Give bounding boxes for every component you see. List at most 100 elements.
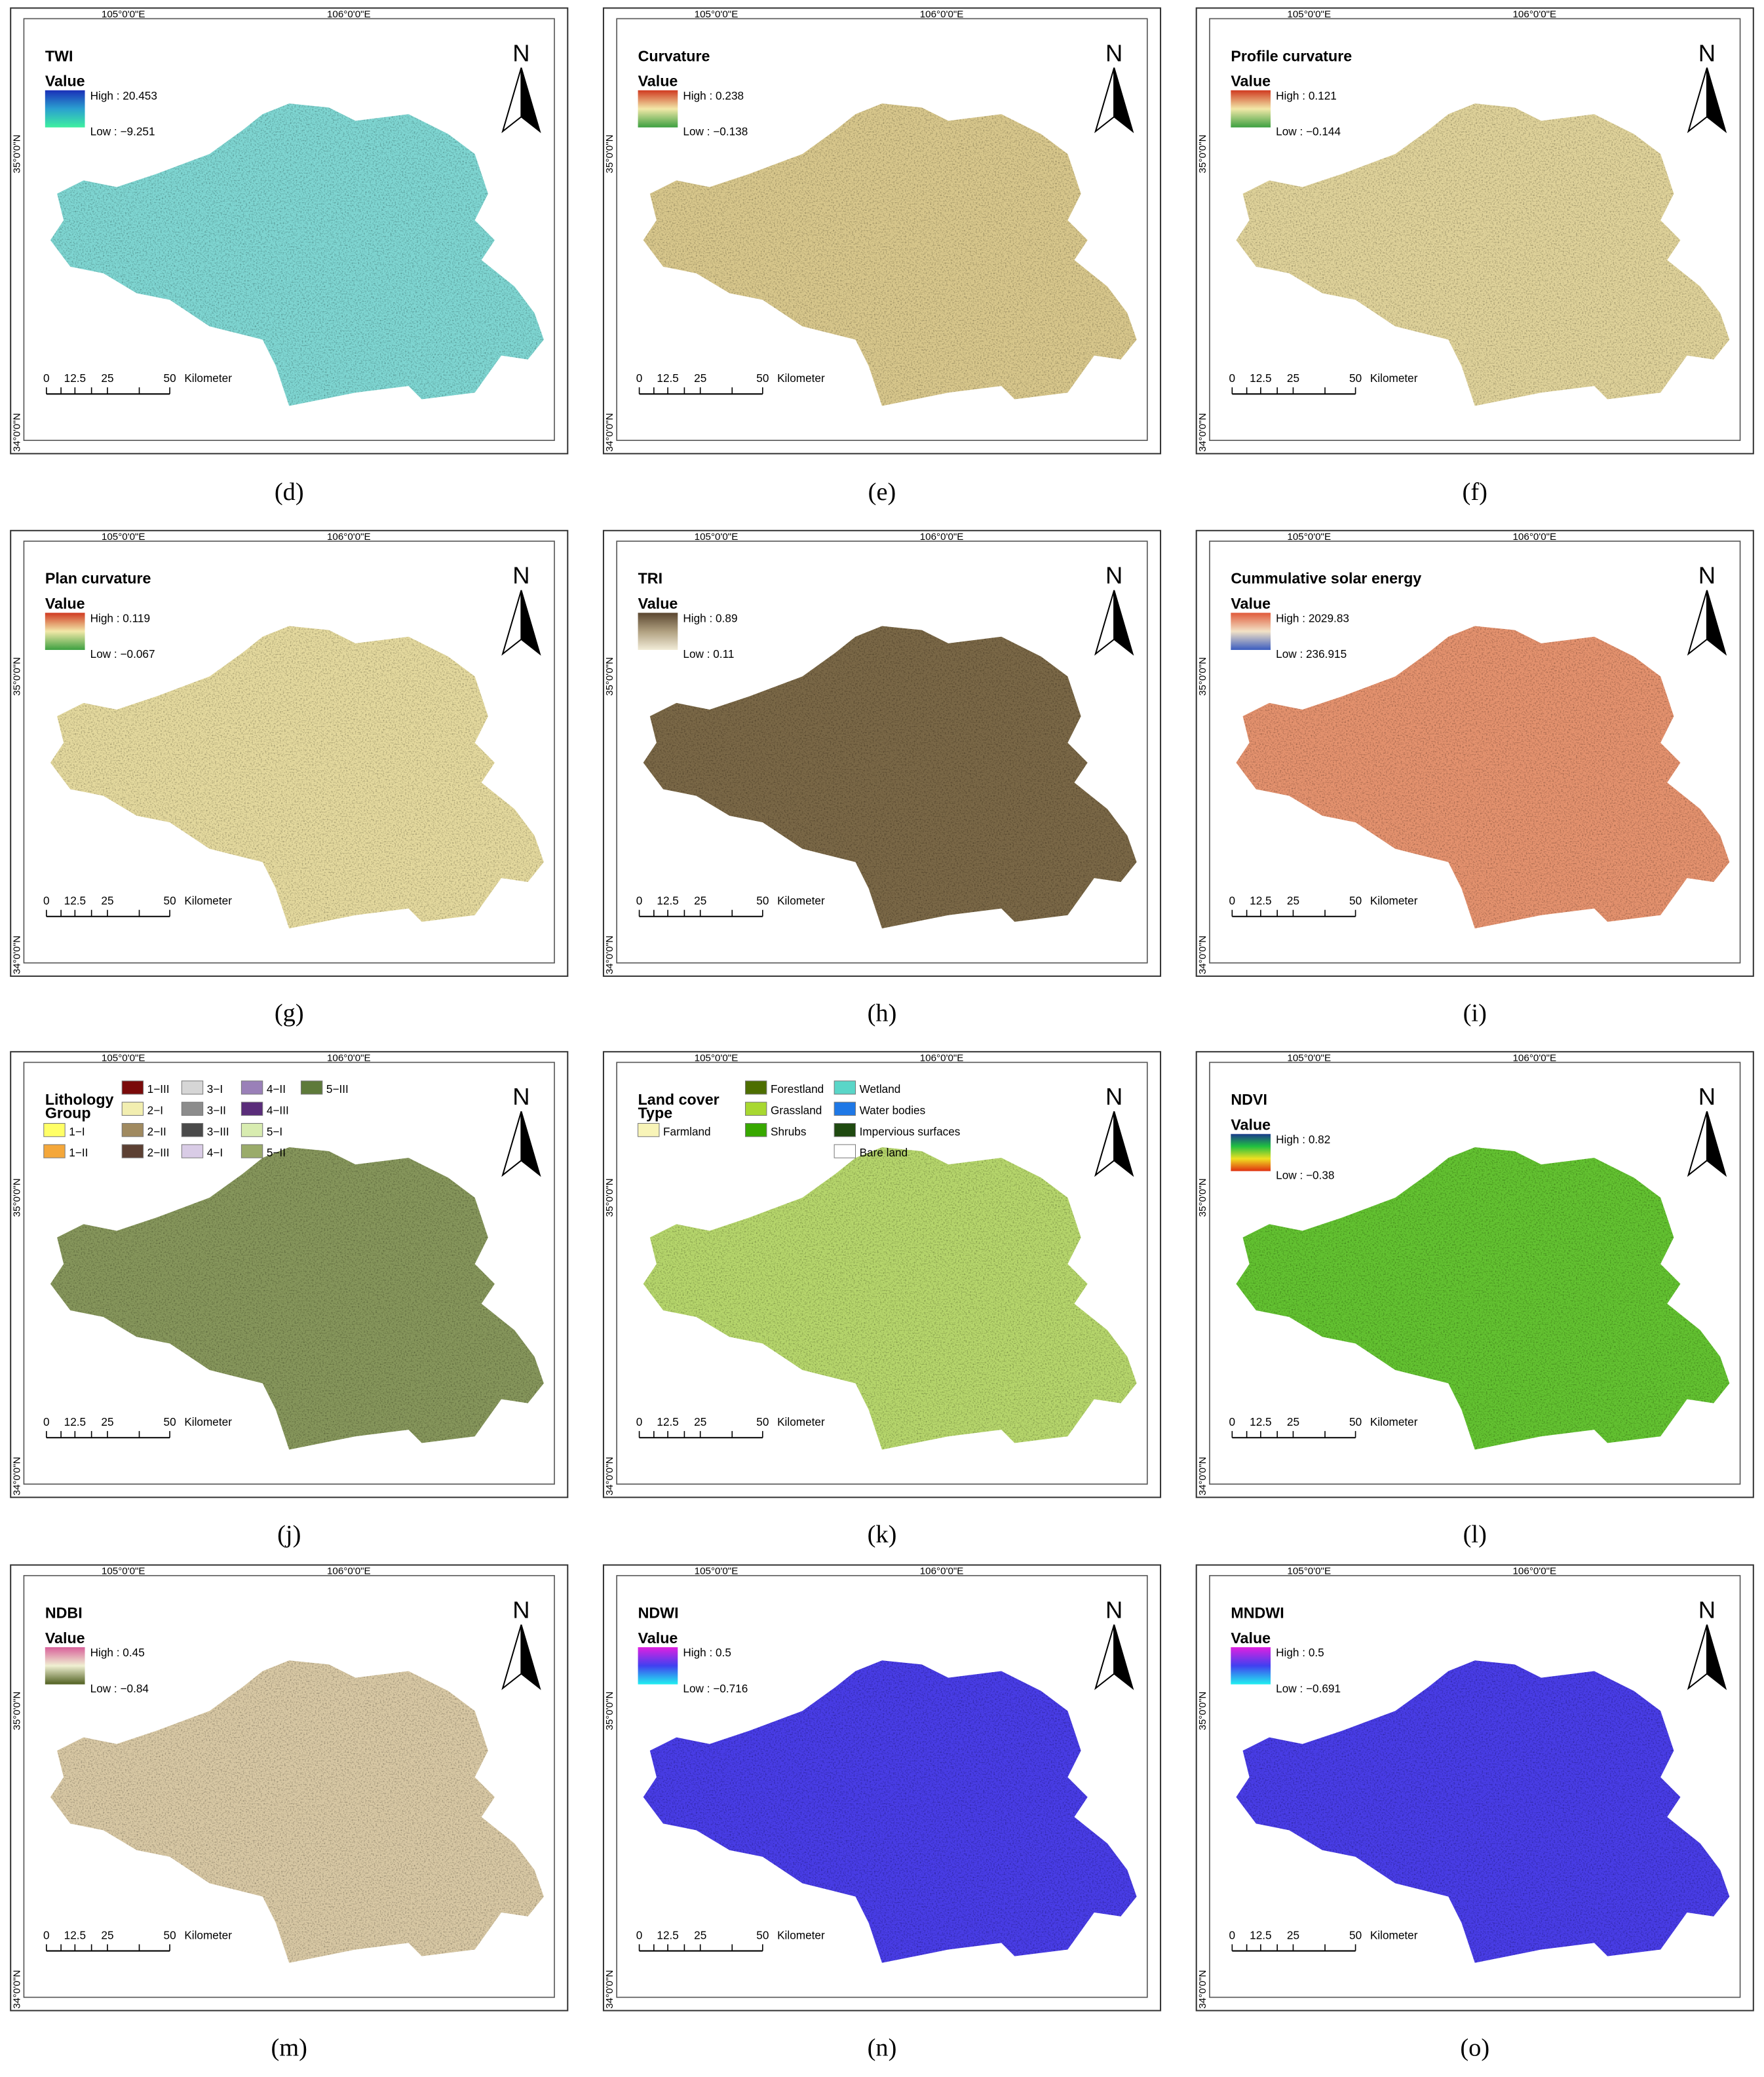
legend-swatch [43, 1144, 66, 1158]
scale-label: 0 [1229, 1928, 1236, 1941]
latitude-label: 34°0'0"N [11, 1970, 22, 2009]
map-panel: 105°0'0"E 106°0'0"E 35°0'0"N 34°0'0"N Land c… [602, 1051, 1162, 1498]
latitude-label: 34°0'0"N [11, 413, 22, 451]
legend-low: Low : −0.38 [1276, 1169, 1334, 1182]
scale-label: 25 [101, 1928, 113, 1941]
scale-label: 50 [756, 1928, 769, 1941]
legend-label: 2−III [147, 1146, 170, 1159]
scale-label: 25 [101, 372, 113, 385]
scale-label: Kilometer [777, 372, 825, 385]
scale-label: 12.5 [657, 1928, 678, 1941]
latitude-label: 34°0'0"N [604, 413, 615, 451]
study-area [1236, 1660, 1730, 1963]
scale-label: 12.5 [1250, 894, 1271, 907]
latitude-label: 35°0'0"N [11, 1692, 22, 1730]
map-frame [616, 1574, 1148, 1998]
legend-label: 5−III [326, 1082, 349, 1096]
latitude-label: 35°0'0"N [1197, 1692, 1208, 1730]
scale-label: 25 [1287, 1415, 1299, 1428]
legend-title: Land cover [638, 1091, 719, 1108]
legend-label: Forestland [771, 1082, 824, 1096]
longitude-label: 105°0'0"E [695, 1566, 738, 1577]
legend-low: Low : −0.691 [1276, 1682, 1341, 1695]
color-ramp [638, 613, 678, 650]
longitude-label: 106°0'0"E [920, 1566, 964, 1577]
scale-label: 0 [636, 1928, 643, 1941]
map-panel: 105°0'0"E 106°0'0"E 35°0'0"N 34°0'0"N TWI Val… [10, 7, 569, 455]
legend-title: NDBI [45, 1605, 83, 1622]
map-frame [1209, 1574, 1741, 1998]
legend-high: High : 0.119 [90, 611, 150, 624]
map-frame [1209, 1061, 1741, 1485]
legend-swatch [181, 1101, 204, 1116]
map-panel: 105°0'0"E 106°0'0"E 35°0'0"N 34°0'0"N Curvat… [602, 7, 1162, 455]
legend-swatch [834, 1080, 856, 1095]
longitude-label: 105°0'0"E [695, 1052, 738, 1063]
scale-label: 25 [1287, 1928, 1299, 1941]
map-panel: 105°0'0"E 106°0'0"E 35°0'0"N 34°0'0"N Lithol… [10, 1051, 569, 1498]
map-frame [616, 541, 1148, 964]
north-arrow-right [1706, 590, 1727, 656]
latitude-label: 34°0'0"N [11, 1457, 22, 1495]
scale-label: Kilometer [1370, 894, 1418, 907]
latitude-label: 35°0'0"N [1197, 134, 1208, 173]
scale-label: 25 [694, 372, 706, 385]
legend-swatch [181, 1080, 204, 1095]
longitude-label: 106°0'0"E [920, 1052, 964, 1063]
color-ramp [45, 613, 85, 650]
latitude-label: 35°0'0"N [1197, 657, 1208, 696]
scale-label: 12.5 [64, 1415, 86, 1428]
legend-swatch [240, 1080, 263, 1095]
longitude-label: 106°0'0"E [1513, 1052, 1557, 1063]
legend-low: Low : −9.251 [90, 125, 155, 138]
map-frame [23, 1574, 555, 1998]
scale-label: 25 [101, 894, 113, 907]
north-label: N [1698, 1597, 1716, 1624]
legend-label: Water bodies [860, 1103, 926, 1116]
scale-label: 50 [164, 372, 176, 385]
longitude-label: 105°0'0"E [695, 531, 738, 543]
legend-subtitle: Value [1231, 1629, 1271, 1647]
legend-subtitle: Type [638, 1104, 673, 1121]
map-panel: 105°0'0"E 106°0'0"E 35°0'0"N 34°0'0"N NDBI Va… [10, 1564, 569, 2011]
north-arrow-right [1113, 590, 1134, 656]
legend-subtitle: Value [45, 595, 85, 612]
legend-high: High : 0.5 [1276, 1646, 1324, 1659]
latitude-label: 35°0'0"N [11, 1178, 22, 1217]
legend-low: Low : −0.84 [90, 1682, 149, 1695]
legend-label: 4−III [267, 1103, 289, 1116]
scale-label: 50 [756, 894, 769, 907]
panel-caption: (l) [1463, 1521, 1487, 1548]
north-arrow-right [1706, 67, 1727, 134]
color-ramp [1231, 90, 1271, 128]
panel-caption: (j) [277, 1521, 301, 1548]
study-area [50, 1660, 544, 1963]
map-panel: 105°0'0"E 106°0'0"E 35°0'0"N 34°0'0"N Profil… [1195, 7, 1754, 455]
scale-label: 0 [43, 894, 50, 907]
latitude-label: 34°0'0"N [604, 1457, 615, 1495]
study-area [50, 626, 544, 929]
legend-swatch [181, 1144, 204, 1158]
legend-swatch [181, 1123, 204, 1137]
legend-swatch [834, 1101, 856, 1116]
map-frame [616, 1061, 1148, 1485]
longitude-label: 105°0'0"E [1287, 1052, 1331, 1063]
legend-title: MNDWI [1231, 1605, 1284, 1622]
map-frame [616, 18, 1148, 441]
scale-label: 12.5 [1250, 372, 1271, 385]
legend-label: Wetland [860, 1082, 901, 1096]
legend-swatch [834, 1144, 856, 1158]
map-frame [23, 18, 555, 441]
panel-caption: (g) [275, 1000, 304, 1027]
scale-label: 0 [43, 1415, 50, 1428]
study-area [50, 1147, 544, 1450]
map-frame [23, 541, 555, 964]
legend-low: Low : −0.067 [90, 647, 155, 660]
north-arrow-right [1113, 1111, 1134, 1177]
longitude-label: 106°0'0"E [1513, 9, 1557, 20]
legend-swatch [121, 1080, 144, 1095]
longitude-label: 106°0'0"E [327, 9, 371, 20]
scale-label: 0 [636, 894, 643, 907]
